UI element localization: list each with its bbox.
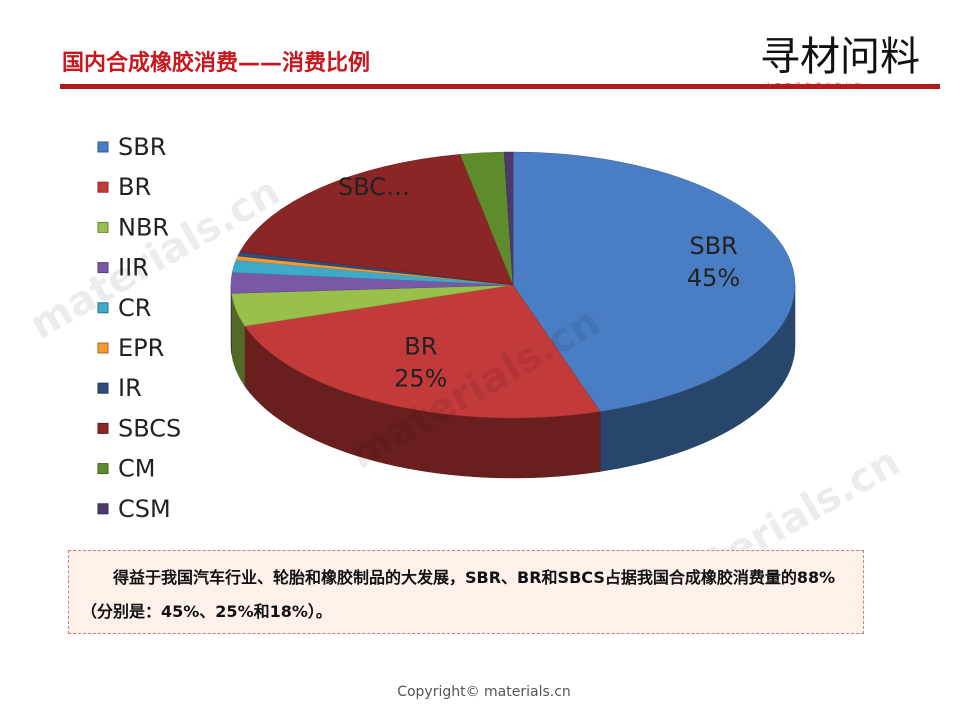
slice — [239, 154, 514, 286]
logo-sub: 让天下没有难找的材料 — [765, 82, 865, 90]
value-label: 45% — [687, 264, 740, 292]
legend-swatch — [97, 422, 109, 434]
legend-label: NBR — [118, 213, 169, 241]
legend-label: IR — [118, 374, 142, 402]
slice-label: BR — [404, 332, 437, 360]
logo: 寻材问料 — [760, 34, 920, 79]
legend-label: IIR — [118, 254, 149, 282]
slice-side — [230, 284, 232, 354]
value-label: 25% — [394, 364, 447, 392]
slice-label: SBC… — [338, 173, 410, 201]
title: 国内合成橡胶消费——消费比例 — [62, 50, 370, 76]
legend-label: CM — [118, 455, 155, 483]
slice — [512, 151, 796, 412]
legend-swatch — [97, 503, 109, 515]
footer: Copyright© materials.cn — [397, 684, 571, 700]
slice-label: SBR — [689, 232, 737, 260]
legend-swatch — [97, 382, 109, 394]
legend-swatch — [97, 221, 109, 233]
legend-label: SBR — [118, 133, 166, 161]
legend-label: EPR — [118, 334, 164, 362]
legend-swatch — [97, 302, 109, 314]
slice — [244, 284, 601, 419]
legend-label: BR — [118, 173, 151, 201]
title-bar — [60, 84, 940, 89]
legend-swatch — [97, 262, 109, 274]
legend-label: SBCS — [118, 414, 181, 442]
legend-label: CSM — [118, 495, 171, 523]
slice — [503, 151, 514, 286]
legend-label: CR — [118, 294, 151, 322]
legend-swatch — [97, 342, 109, 354]
legend-swatch — [97, 463, 109, 475]
legend-swatch — [97, 141, 109, 153]
legend-swatch — [97, 181, 109, 193]
note: 得益于我国汽车行业、轮胎和橡胶制品的大发展，SBR、BR和SBCS占据我国合成橡… — [68, 550, 864, 634]
pie-chart: SBR 45% BR 25% SBC… SBR BR NBR IIR CR EPR IR SBCS CM C… — [97, 133, 796, 523]
